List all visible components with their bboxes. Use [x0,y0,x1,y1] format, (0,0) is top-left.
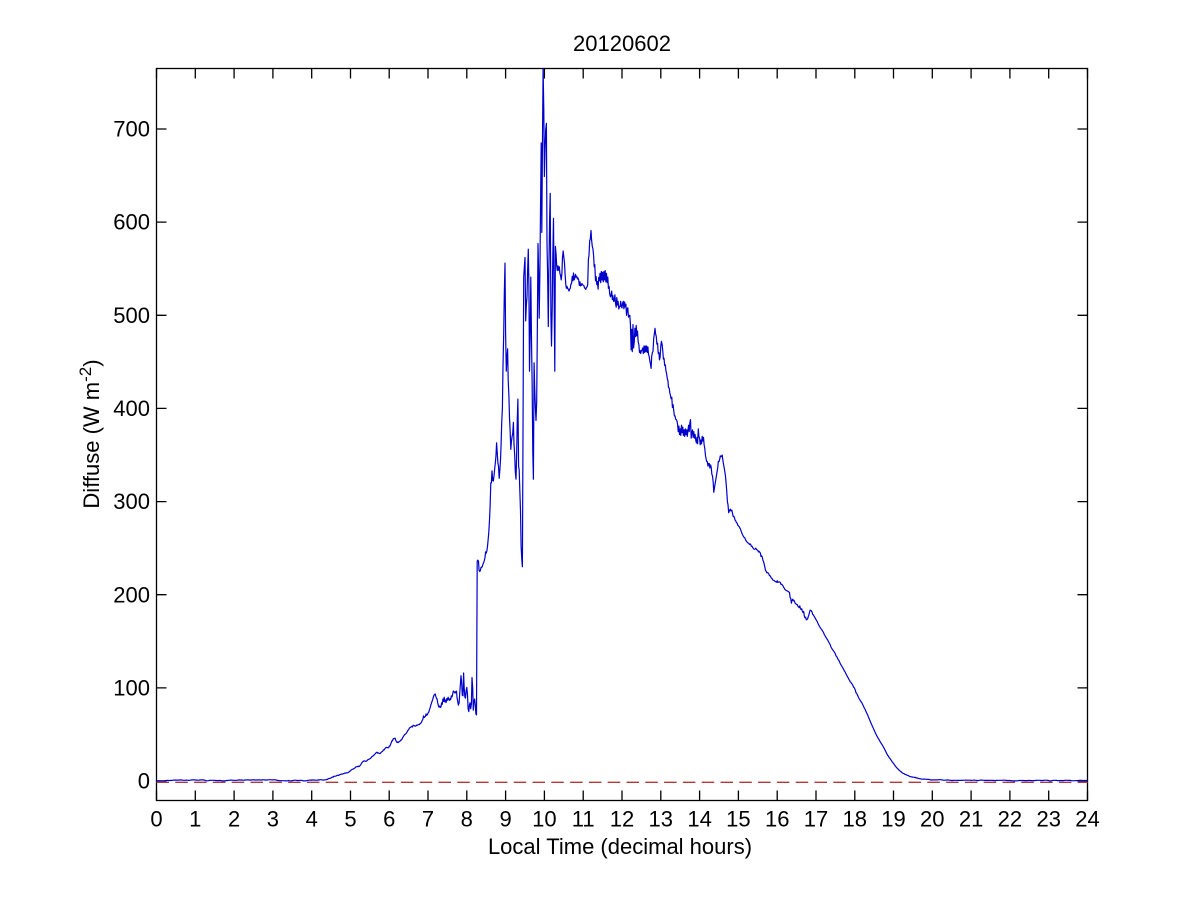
svg-text:10: 10 [532,807,556,832]
svg-text:0: 0 [138,769,150,794]
svg-text:23: 23 [1036,807,1060,832]
svg-text:20: 20 [920,807,944,832]
svg-text:19: 19 [881,807,905,832]
svg-text:2: 2 [228,807,240,832]
svg-text:6: 6 [383,807,395,832]
svg-text:0: 0 [150,807,162,832]
svg-text:18: 18 [843,807,867,832]
svg-text:14: 14 [687,807,711,832]
svg-text:700: 700 [113,117,150,142]
svg-text:24: 24 [1075,807,1099,832]
svg-text:100: 100 [113,676,150,701]
svg-text:22: 22 [998,807,1022,832]
svg-text:12: 12 [610,807,634,832]
svg-text:3: 3 [267,807,279,832]
svg-text:21: 21 [959,807,983,832]
svg-text:4: 4 [306,807,318,832]
svg-text:1: 1 [189,807,201,832]
svg-text:300: 300 [113,489,150,514]
svg-text:20120602: 20120602 [573,31,671,56]
svg-text:8: 8 [461,807,473,832]
svg-text:9: 9 [499,807,511,832]
svg-text:200: 200 [113,582,150,607]
svg-text:17: 17 [804,807,828,832]
svg-text:16: 16 [765,807,789,832]
svg-text:Local Time (decimal hours): Local Time (decimal hours) [488,834,752,859]
svg-text:600: 600 [113,210,150,235]
svg-text:5: 5 [344,807,356,832]
svg-text:7: 7 [422,807,434,832]
svg-text:15: 15 [726,807,750,832]
svg-text:400: 400 [113,396,150,421]
svg-text:11: 11 [572,807,595,832]
svg-text:13: 13 [649,807,673,832]
svg-text:500: 500 [113,303,150,328]
svg-text:Diffuse (W m-2): Diffuse (W m-2) [76,359,104,508]
